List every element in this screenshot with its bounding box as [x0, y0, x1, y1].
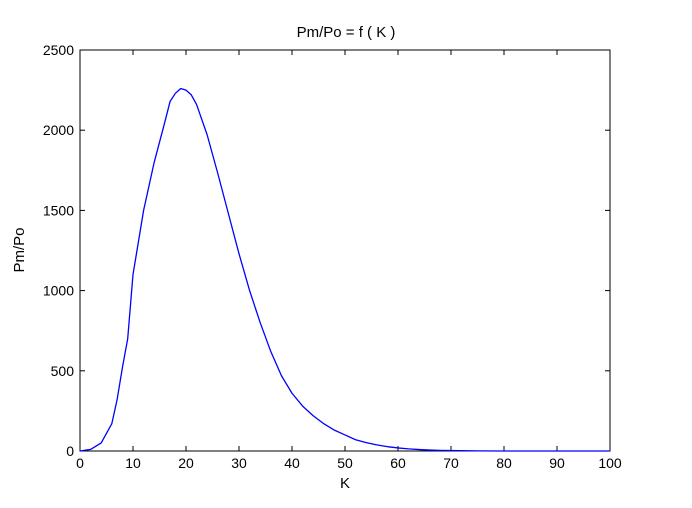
- x-axis-title: K: [340, 475, 350, 492]
- x-tick-label-3: 30: [231, 455, 247, 471]
- chart-title: Pm/Po = f ( K ): [297, 24, 396, 41]
- x-tick-label-0: 0: [76, 455, 84, 471]
- x-tick-label-9: 90: [549, 455, 565, 471]
- x-axis: 0 10 20 30 40 50 60 70 80 90 100: [76, 50, 622, 471]
- plot-series: [79, 87, 610, 452]
- x-tick-label-2: 20: [178, 455, 194, 471]
- y-tick-label-5: 2500: [43, 42, 74, 58]
- x-tick-label-6: 60: [390, 455, 406, 471]
- y-axis-title: Pm/Po: [11, 227, 28, 272]
- x-tick-label-10: 100: [598, 455, 622, 471]
- y-tick-label-1: 500: [51, 363, 75, 379]
- x-tick-label-5: 50: [337, 455, 353, 471]
- y-axis: 0 500 1000 1500 2000 2500: [43, 42, 610, 459]
- x-tick-label-8: 80: [496, 455, 512, 471]
- y-tick-label-0: 0: [66, 443, 74, 459]
- y-tick-label-2: 1000: [43, 283, 74, 299]
- x-tick-label-7: 70: [443, 455, 459, 471]
- y-tick-label-4: 2000: [43, 122, 74, 138]
- plot-frame: [79, 49, 611, 452]
- series-line-0: [79, 87, 610, 452]
- x-tick-label-1: 10: [125, 455, 141, 471]
- y-tick-label-3: 1500: [43, 202, 74, 218]
- x-tick-label-4: 40: [284, 455, 300, 471]
